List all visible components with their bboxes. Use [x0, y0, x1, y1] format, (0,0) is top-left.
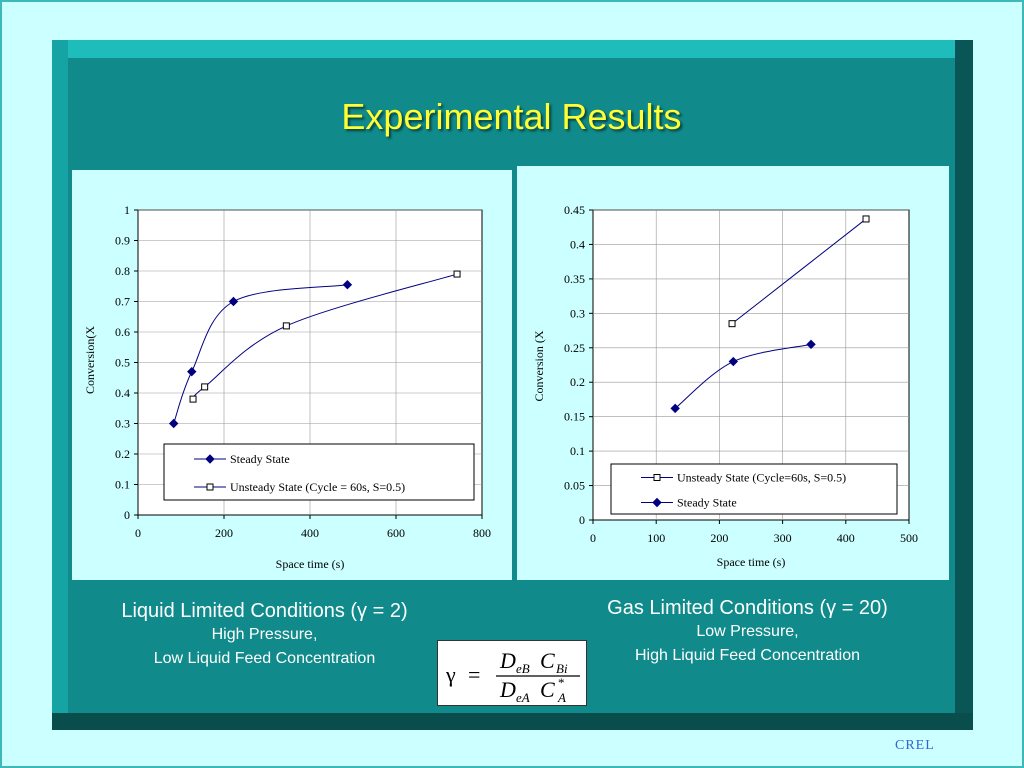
series-line [192, 273, 458, 400]
left-caption: Liquid Limited Conditions (γ = 2) High P… [72, 600, 457, 671]
formula-den-d: D [499, 677, 516, 702]
y-tick-label: 0.2 [115, 447, 130, 461]
data-point [453, 270, 461, 278]
x-tick-label: 600 [387, 526, 405, 540]
left-chart-panel: 0 0.1 0.2 0.3 0.4 0.5 0.6 0.7 0.8 0.9 1 0 200 400 600 8… [72, 170, 512, 580]
x-tick-label: 800 [473, 526, 491, 540]
y-tick-label: 0.6 [115, 325, 130, 339]
y-tick-label: 0.4 [115, 386, 130, 400]
data-point [168, 418, 179, 429]
x-tick-label: 200 [710, 531, 728, 545]
series-line [173, 284, 348, 424]
left-chart: 0 0.1 0.2 0.3 0.4 0.5 0.6 0.7 0.8 0.9 1 0 200 400 600 8… [83, 203, 491, 571]
y-tick-label: 0.1 [115, 478, 130, 492]
formula-num-c-sub: Bi [556, 661, 568, 676]
x-tick-label: 100 [647, 531, 665, 545]
data-point [228, 296, 239, 307]
data-point [201, 383, 209, 391]
y-tick-label: 0.1 [570, 444, 585, 458]
series-0 [728, 215, 870, 328]
crel-logo-text: CREL [895, 738, 935, 753]
y-tick-label: 0.7 [115, 295, 130, 309]
y-tick-label: 0.9 [115, 234, 130, 248]
legend-marker [205, 454, 215, 464]
data-point [728, 356, 739, 367]
data-point [187, 366, 197, 377]
legend-label: Steady State [230, 452, 290, 466]
legend-box [163, 443, 475, 501]
gamma-formula-graphic: γ = D eB C Bi D eA C * A [445, 648, 580, 705]
formula-den-c-sub: A [557, 690, 566, 705]
right-caption-line2: Low Pressure, [696, 623, 799, 640]
formula-num-d-sub: eB [516, 661, 530, 676]
left-caption-title: Liquid Limited Conditions (γ = 2) [121, 600, 408, 622]
legend-label: Unsteady State (Cycle=60s, S=0.5) [677, 471, 846, 485]
data-point [728, 320, 736, 328]
y-tick-label: 0 [579, 513, 585, 527]
y-tick-label: 0 [124, 508, 130, 522]
y-axis-label: Conversion (X [532, 330, 546, 401]
slide-title: Experimental Results [341, 96, 682, 137]
x-tick-label: 0 [590, 531, 596, 545]
data-point [862, 215, 870, 223]
frame-bevel-left [52, 40, 68, 730]
formula-num-c: C [540, 648, 555, 673]
series-1 [189, 270, 461, 403]
left-caption-line2: High Pressure, [211, 626, 318, 643]
y-tick-label: 0.15 [564, 410, 585, 424]
legend-marker [206, 483, 214, 491]
y-tick-label: 1 [124, 203, 130, 217]
right-caption: Gas Limited Conditions (γ = 20) Low Pres… [555, 597, 940, 668]
formula-num-d: D [499, 648, 516, 673]
gamma-formula: γ = D eB C Bi D eA C * A [437, 640, 587, 706]
x-tick-label: 400 [837, 531, 855, 545]
formula-den-c: C [540, 677, 555, 702]
right-chart: 0 0.05 0.1 0.15 0.2 0.25 0.3 0.35 0.4 0.45 0 100 200… [532, 203, 918, 569]
y-tick-label: 0.3 [115, 417, 130, 431]
y-tick-label: 0.05 [564, 479, 585, 493]
formula-equals: = [468, 662, 480, 687]
legend-label: Unsteady State (Cycle = 60s, S=0.5) [230, 480, 405, 494]
y-tick-label: 0.3 [570, 306, 585, 320]
x-axis-label: Space time (s) [276, 557, 345, 571]
data-point [806, 339, 816, 350]
series-0 [168, 280, 353, 429]
legend-label: Steady State [677, 496, 737, 510]
y-axis-label: Conversion(X [83, 326, 97, 394]
y-tick-label: 0.5 [115, 356, 130, 370]
legend-box [610, 463, 898, 515]
frame-bevel-bottom [52, 713, 973, 730]
legend-marker [653, 474, 661, 481]
right-caption-title: Gas Limited Conditions (γ = 20) [607, 597, 888, 619]
y-tick-label: 0.35 [564, 272, 585, 286]
y-tick-label: 0.2 [570, 375, 585, 389]
y-tick-label: 0.25 [564, 341, 585, 355]
y-tick-label: 0.8 [115, 264, 130, 278]
x-tick-label: 200 [215, 526, 233, 540]
x-tick-label: 0 [135, 526, 141, 540]
y-tick-label: 0.4 [570, 237, 585, 251]
frame-bevel-top [52, 40, 973, 58]
series-line [731, 218, 867, 325]
legend-marker [652, 497, 662, 508]
formula-den-d-sub: eA [516, 690, 530, 705]
x-axis-label: Space time (s) [717, 555, 786, 569]
x-tick-label: 400 [301, 526, 319, 540]
left-caption-line3: Low Liquid Feed Concentration [153, 650, 376, 667]
formula-gamma: γ [445, 662, 456, 687]
x-tick-label: 500 [900, 531, 918, 545]
data-point [342, 280, 353, 290]
data-point [282, 322, 290, 330]
right-chart-panel: 0 0.05 0.1 0.15 0.2 0.25 0.3 0.35 0.4 0.45 0 100 200… [517, 166, 949, 580]
data-point [189, 395, 197, 403]
data-point [670, 403, 680, 414]
x-tick-label: 300 [774, 531, 792, 545]
series-1 [670, 339, 816, 414]
y-tick-label: 0.45 [564, 203, 585, 217]
formula-den-c-sup: * [558, 675, 565, 690]
right-caption-line3: High Liquid Feed Concentration [634, 647, 861, 664]
frame-bevel-right [955, 40, 973, 730]
